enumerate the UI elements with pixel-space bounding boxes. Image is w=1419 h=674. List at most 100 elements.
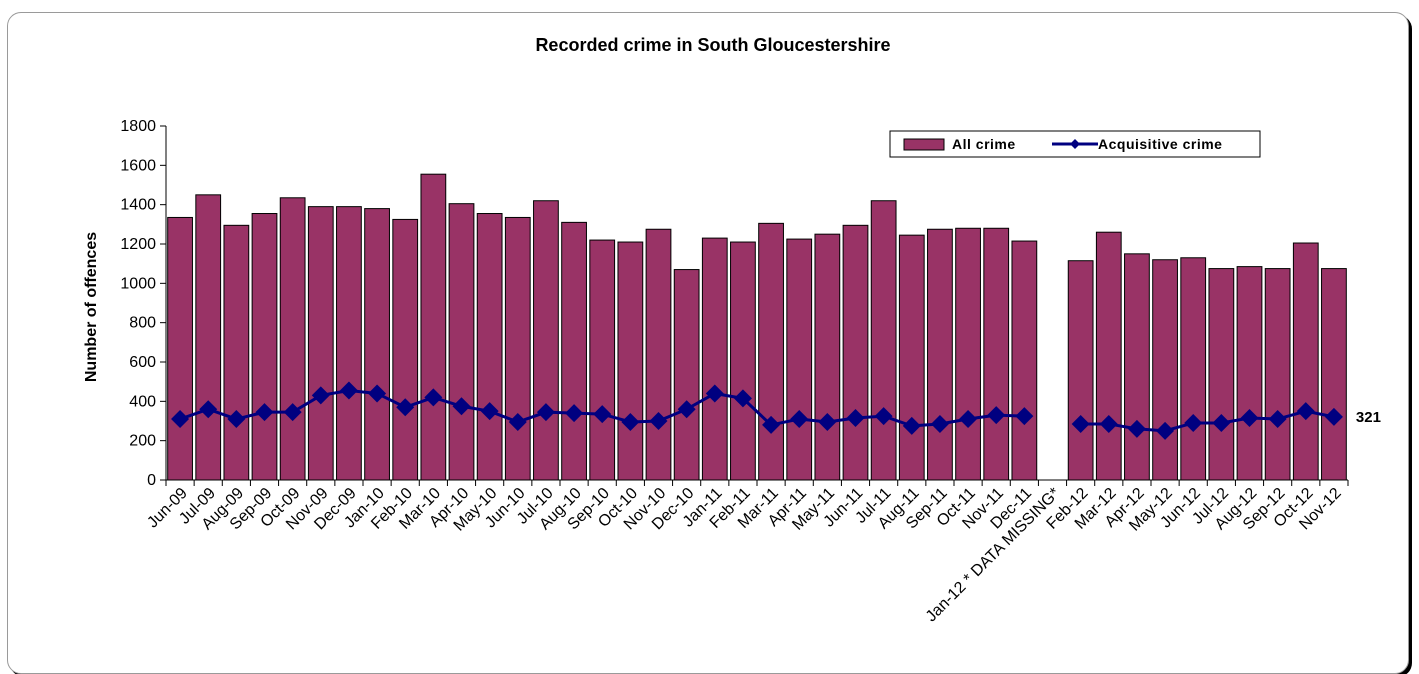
bar-jul-12	[1208, 268, 1235, 481]
bar-sep-10	[589, 239, 616, 481]
x-axis: Jun-09Jul-09Aug-09Sep-09Oct-09Nov-09Dec-…	[144, 479, 1349, 625]
point-jun-09	[171, 410, 190, 429]
point-jul-12	[1212, 413, 1231, 432]
point-oct-12	[1296, 402, 1315, 421]
bar-dec-10	[673, 269, 700, 481]
legend-label-acquisitive-crime: Acquisitive crime	[1098, 136, 1222, 152]
bar-sep-11	[927, 228, 953, 481]
acquisitive-crime-line	[171, 381, 1343, 440]
bar-sep-09	[251, 213, 278, 481]
legend-label-all-crime: All crime	[952, 136, 1016, 152]
point-sep-12	[1268, 410, 1287, 429]
bar-jul-10	[533, 200, 559, 481]
point-aug-12	[1240, 409, 1259, 428]
point-oct-11	[959, 410, 978, 429]
bar-may-10	[476, 213, 503, 481]
chart-title: Recorded crime in South Gloucestershire	[535, 35, 890, 55]
point-nov-09	[311, 386, 330, 405]
bar-aug-11	[898, 234, 925, 481]
y-tick-label: 1400	[120, 197, 156, 214]
point-jun-11	[846, 409, 865, 428]
all-crime-bars	[167, 173, 1347, 481]
bar-jul-09	[195, 194, 222, 481]
bar-dec-09	[336, 206, 362, 481]
acquisitive-crime-line-segment	[1080, 409, 1335, 433]
bar-aug-12	[1236, 266, 1263, 481]
point-oct-09	[283, 403, 302, 422]
point-jun-12	[1184, 413, 1203, 432]
bar-sep-12	[1264, 268, 1291, 481]
point-jan-11	[705, 384, 724, 403]
point-dec-09	[339, 381, 358, 400]
y-tick-label: 1800	[120, 118, 156, 135]
point-sep-10	[593, 405, 612, 424]
point-mar-11	[762, 415, 781, 434]
y-tick-label: 600	[129, 354, 156, 371]
bar-feb-12	[1067, 260, 1094, 481]
point-mar-12	[1099, 414, 1118, 433]
bar-oct-09	[279, 197, 306, 481]
point-jul-10	[536, 403, 555, 422]
point-apr-12	[1127, 419, 1146, 438]
bar-mar-11	[758, 222, 784, 481]
y-axis: 0 200 400 600 800 1000 1200 1400 1600 1800	[120, 118, 167, 489]
point-feb-11	[733, 389, 752, 408]
point-apr-11	[790, 410, 809, 429]
legend-swatch-all-crime	[903, 138, 945, 151]
y-tick-label: 1600	[120, 157, 156, 174]
bar-nov-12	[1321, 268, 1347, 481]
data-labels: 321	[1356, 409, 1381, 426]
point-may-10	[480, 402, 499, 421]
point-oct-10	[621, 412, 640, 431]
point-jan-10	[368, 384, 387, 403]
point-sep-11	[930, 414, 949, 433]
y-tick-label: 0	[147, 472, 156, 489]
bar-jan-11	[701, 237, 728, 481]
bar-oct-10	[617, 241, 644, 481]
bar-apr-12	[1124, 253, 1150, 481]
bar-nov-09	[307, 206, 334, 481]
point-nov-10	[649, 412, 668, 430]
bar-may-12	[1152, 259, 1178, 481]
bar-feb-11	[730, 241, 756, 481]
bar-nov-10	[645, 228, 672, 481]
bar-jun-11	[842, 224, 869, 481]
bar-feb-10	[392, 218, 419, 481]
bar-mar-12	[1095, 231, 1122, 481]
point-aug-09	[227, 410, 246, 429]
point-sep-09	[255, 403, 274, 422]
point-apr-10	[452, 397, 471, 416]
legend-marker-acquisitive-crime	[1070, 139, 1080, 149]
bar-oct-11	[955, 227, 981, 481]
y-tick-label: 1200	[120, 236, 156, 253]
point-nov-11	[987, 406, 1006, 425]
point-may-11	[818, 412, 837, 431]
y-tick-label: 800	[129, 315, 156, 332]
y-tick-label: 1000	[120, 275, 156, 292]
bar-jun-09	[167, 216, 193, 481]
legend: All crime Acquisitive crime	[889, 130, 1261, 158]
y-tick-label: 200	[129, 433, 156, 450]
bar-jan-10	[364, 208, 390, 481]
point-jul-09	[199, 400, 218, 419]
bar-apr-10	[448, 203, 475, 481]
point-aug-10	[565, 404, 584, 423]
crime-chart: Recorded crime in South Gloucestershire …	[83, 35, 1381, 625]
point-jul-11	[874, 407, 893, 426]
bar-dec-11	[1011, 240, 1038, 481]
point-aug-11	[902, 416, 921, 435]
point-feb-10	[396, 398, 415, 417]
bar-jun-12	[1180, 257, 1207, 481]
bar-jun-10	[504, 216, 531, 481]
bar-oct-12	[1292, 242, 1319, 481]
bar-jul-11	[870, 200, 897, 481]
point-nov-12	[1324, 407, 1343, 426]
chart-frame: Recorded crime in South Gloucestershire …	[7, 12, 1409, 674]
point-may-12	[1156, 421, 1175, 440]
point-jun-10	[508, 412, 527, 431]
bar-apr-11	[786, 238, 813, 481]
point-dec-11	[1015, 407, 1034, 426]
point-mar-10	[424, 388, 443, 407]
point-dec-10	[677, 400, 696, 419]
point-feb-12	[1071, 414, 1090, 433]
